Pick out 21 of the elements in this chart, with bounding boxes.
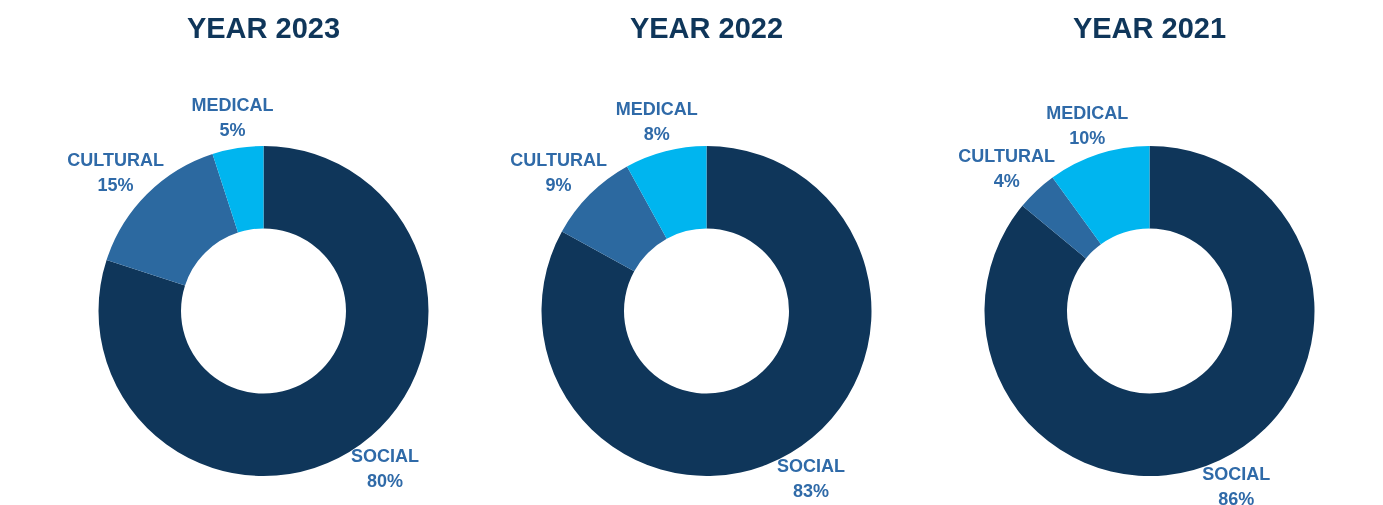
slice-label: CULTURAL [510,150,607,171]
slice-label: SOCIAL [351,445,420,466]
data-label: 86% [1218,489,1255,505]
data-label: 8% [643,124,670,145]
chart-title: YEAR 2022 [629,12,784,44]
data-label: 5% [219,120,246,141]
chart-title: YEAR 2021 [1072,12,1227,44]
data-label: 83% [792,480,829,501]
slice-label: MEDICAL [1046,102,1129,123]
data-label: 80% [367,470,404,491]
chart-title: YEAR 2023 [186,12,341,44]
slice-label: CULTURAL [958,145,1055,166]
data-label: 15% [97,175,134,196]
slice-label: SOCIAL [1202,464,1271,485]
slice-label: MEDICAL [615,99,698,120]
data-label: 10% [1069,127,1106,148]
slice-label: SOCIAL [776,455,845,476]
data-label: 4% [993,170,1020,191]
data-label: 9% [545,175,572,196]
slice-label: MEDICAL [191,95,274,116]
slice-label: CULTURAL [67,150,164,171]
